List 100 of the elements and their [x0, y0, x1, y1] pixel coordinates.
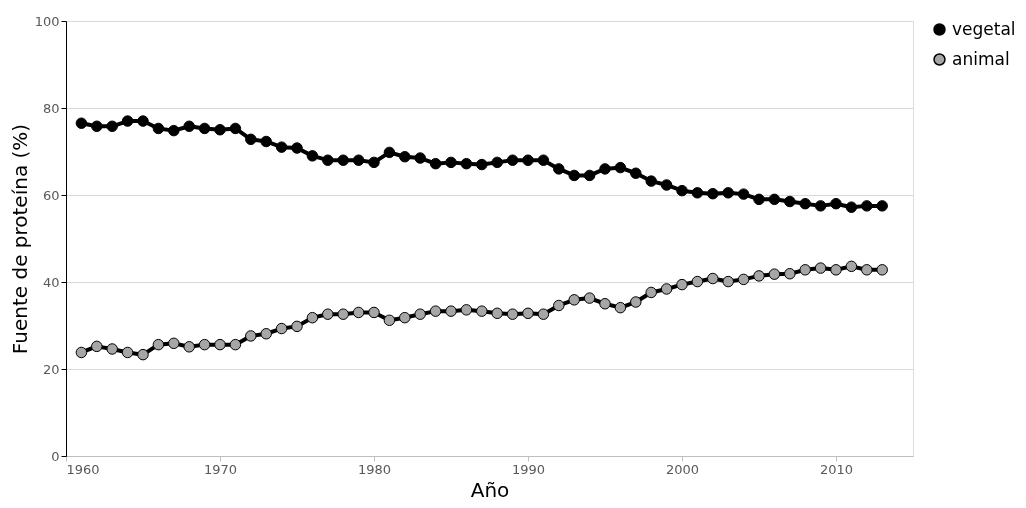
legend-label: vegetal	[952, 18, 1016, 39]
point	[630, 296, 642, 308]
point	[106, 343, 118, 355]
point	[645, 175, 657, 187]
point	[753, 270, 765, 282]
point	[845, 201, 858, 213]
y-tick-label: 100	[34, 13, 60, 29]
point	[676, 278, 688, 291]
y-tick-label: 20	[42, 361, 60, 377]
point	[260, 328, 272, 340]
point	[214, 338, 226, 351]
point	[152, 338, 165, 351]
point	[799, 197, 811, 210]
point	[830, 264, 842, 276]
point	[599, 163, 611, 175]
point	[599, 298, 611, 310]
point	[322, 154, 334, 166]
point	[691, 275, 704, 288]
point	[399, 311, 411, 324]
point	[491, 156, 503, 169]
x-tick-label: 1990	[511, 461, 546, 477]
y-tick-label: 60	[42, 187, 60, 203]
point	[91, 340, 103, 353]
point	[291, 320, 303, 333]
point	[352, 306, 365, 319]
point	[522, 307, 534, 320]
point	[722, 275, 734, 288]
point	[121, 346, 134, 359]
point	[306, 150, 319, 162]
point	[229, 338, 242, 351]
point	[399, 150, 411, 163]
point	[383, 146, 396, 159]
point	[429, 157, 442, 170]
point	[568, 169, 580, 182]
y-axis-title: Fuente de proteína (%)	[7, 123, 32, 355]
point	[460, 157, 473, 170]
point	[352, 154, 365, 166]
point	[75, 117, 88, 129]
point	[152, 122, 165, 135]
point	[337, 154, 349, 166]
point	[707, 187, 719, 200]
point	[368, 156, 380, 169]
point	[522, 154, 534, 166]
point	[491, 307, 503, 320]
point	[660, 283, 673, 295]
point	[429, 305, 442, 317]
x-tick-label: 2000	[665, 461, 700, 477]
y-tick-label: 40	[42, 274, 60, 290]
point	[722, 187, 734, 199]
point	[630, 167, 642, 179]
point	[553, 299, 565, 312]
point	[275, 141, 288, 153]
point	[337, 308, 349, 320]
point	[383, 314, 396, 327]
point	[645, 286, 657, 299]
point	[229, 122, 242, 135]
point	[245, 330, 257, 342]
point	[291, 142, 303, 154]
point	[168, 337, 180, 350]
point	[583, 169, 596, 182]
point	[137, 348, 149, 361]
point	[414, 152, 426, 164]
point	[753, 193, 765, 206]
point	[198, 338, 211, 351]
x-tick-label: 1970	[203, 461, 238, 477]
point	[861, 200, 873, 212]
point	[75, 346, 88, 359]
point	[137, 115, 149, 127]
y-tick-label: 80	[42, 100, 60, 116]
point	[845, 260, 858, 273]
point	[445, 305, 457, 317]
x-tick-label: 2010	[819, 461, 854, 477]
point	[614, 301, 627, 314]
point	[876, 264, 888, 276]
point	[121, 115, 134, 127]
point	[106, 120, 118, 132]
point	[476, 305, 488, 317]
point	[568, 294, 580, 306]
point	[537, 154, 550, 166]
point	[737, 273, 750, 286]
point	[322, 308, 334, 320]
point	[445, 156, 457, 169]
x-tick-label: 1980	[357, 461, 392, 477]
point	[814, 200, 827, 212]
point	[260, 135, 272, 148]
point	[460, 304, 473, 316]
point	[737, 188, 750, 200]
point	[768, 268, 781, 280]
point	[168, 124, 180, 137]
point	[768, 193, 781, 206]
point	[414, 308, 426, 320]
point	[799, 264, 811, 276]
point	[275, 322, 288, 335]
point	[476, 158, 488, 171]
point	[183, 120, 195, 132]
point	[691, 187, 704, 199]
point	[368, 306, 380, 319]
point	[830, 197, 842, 210]
point	[876, 200, 888, 212]
point	[183, 341, 195, 353]
